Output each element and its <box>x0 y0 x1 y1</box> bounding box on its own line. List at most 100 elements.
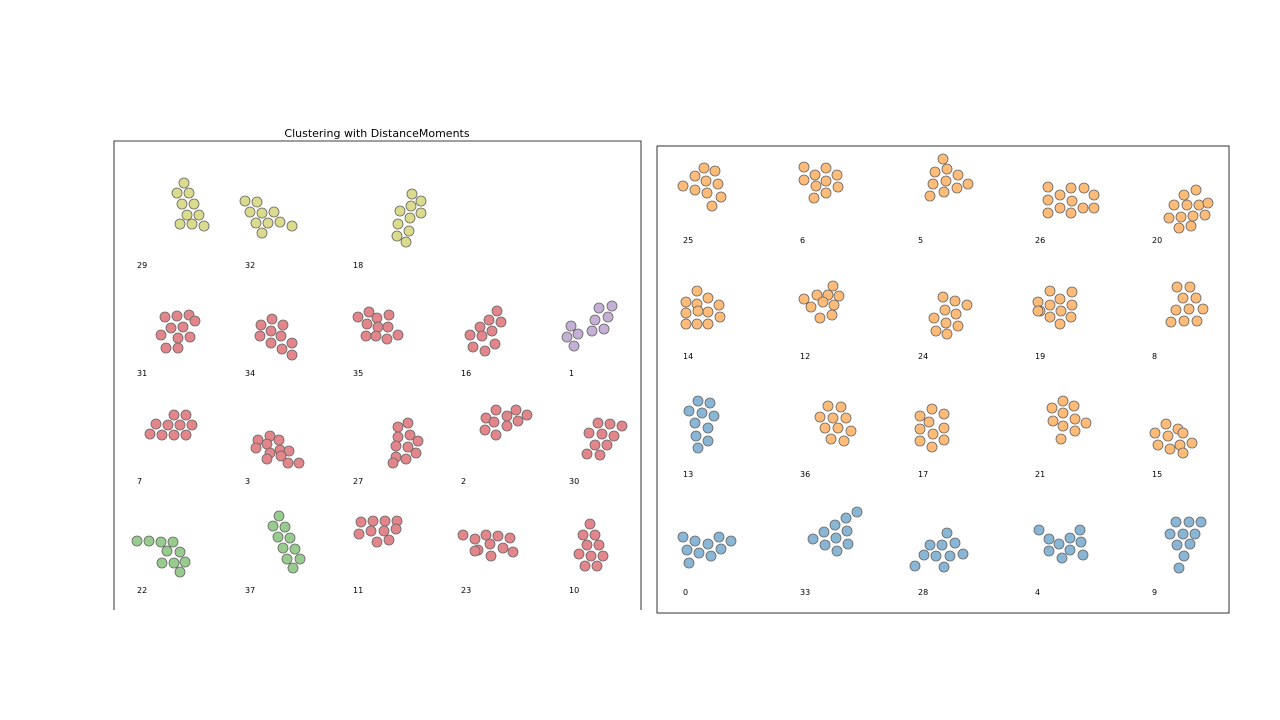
cluster-cell-14: 14 <box>680 285 726 361</box>
point-34-2 <box>277 319 289 331</box>
point-8-2 <box>1177 292 1189 304</box>
cluster-cell-25: 25 <box>677 162 727 245</box>
point-32-3 <box>256 207 268 219</box>
point-4-5 <box>1075 536 1087 548</box>
point-8-1 <box>1184 281 1196 293</box>
point-13-5 <box>689 417 701 429</box>
point-32-0 <box>239 195 251 207</box>
point-29-1 <box>171 187 183 199</box>
point-18-3 <box>394 205 406 217</box>
point-3-11 <box>293 457 305 469</box>
cluster-cell-19: 19 <box>1032 285 1078 361</box>
point-4-4 <box>1053 538 1065 550</box>
cluster-label: 17 <box>918 470 928 479</box>
cluster-label: 5 <box>918 236 923 245</box>
point-8-0 <box>1171 281 1183 293</box>
cluster-label: 8 <box>1152 352 1157 361</box>
point-15-3 <box>1162 430 1174 442</box>
point-27-5 <box>390 440 402 452</box>
point-20-5 <box>1163 212 1175 224</box>
point-13-6 <box>702 422 714 434</box>
point-6-5 <box>820 175 832 187</box>
point-32-9 <box>256 227 268 239</box>
point-25-7 <box>701 187 713 199</box>
point-25-0 <box>698 162 710 174</box>
cluster-cell-27: 27 <box>353 417 424 486</box>
point-25-4 <box>712 178 724 190</box>
point-15-0 <box>1160 418 1172 430</box>
point-37-6 <box>289 543 301 555</box>
cluster-cell-33: 33 <box>800 506 863 597</box>
point-7-6 <box>144 428 156 440</box>
point-11-1 <box>367 515 379 527</box>
point-21-0 <box>1057 395 1069 407</box>
point-33-2 <box>829 519 841 531</box>
point-20-11 <box>1185 220 1197 232</box>
point-11-5 <box>378 525 390 537</box>
point-2-1 <box>510 404 522 416</box>
point-34-7 <box>265 337 277 349</box>
point-0-0 <box>677 531 689 543</box>
point-22-9 <box>174 566 186 578</box>
point-2-2 <box>501 410 513 422</box>
point-4-3 <box>1064 532 1076 544</box>
point-5-1 <box>941 163 953 175</box>
point-24-0 <box>937 291 949 303</box>
point-19-3 <box>1054 293 1066 305</box>
point-10-0 <box>584 518 596 530</box>
point-28-2 <box>936 539 948 551</box>
point-23-10 <box>469 545 481 557</box>
point-25-5 <box>677 180 689 192</box>
point-10-9 <box>591 560 603 572</box>
point-5-6 <box>927 178 939 190</box>
point-33-1 <box>840 512 852 524</box>
point-8-9 <box>1191 315 1203 327</box>
point-27-0 <box>402 417 414 429</box>
point-20-8 <box>1202 197 1214 209</box>
point-13-7 <box>690 430 702 442</box>
cluster-label: 31 <box>137 369 147 378</box>
point-30-6 <box>589 439 601 451</box>
point-24-9 <box>941 328 953 340</box>
cluster-label: 37 <box>245 586 255 595</box>
point-25-6 <box>689 184 701 196</box>
point-18-9 <box>400 236 412 248</box>
point-7-3 <box>162 419 174 431</box>
point-28-5 <box>930 550 942 562</box>
point-7-8 <box>168 429 180 441</box>
cluster-cell-24: 24 <box>918 291 973 361</box>
point-5-0 <box>937 153 949 165</box>
cluster-cell-6: 6 <box>798 161 844 245</box>
point-23-7 <box>485 550 497 562</box>
point-17-2 <box>938 408 950 420</box>
point-33-0 <box>851 506 863 518</box>
point-8-7 <box>1165 316 1177 328</box>
point-30-1 <box>604 418 616 430</box>
point-26-10 <box>1042 207 1054 219</box>
point-6-2 <box>831 169 843 181</box>
point-17-0 <box>926 403 938 415</box>
point-13-8 <box>702 435 714 447</box>
cluster-label: 9 <box>1152 588 1157 597</box>
point-16-3 <box>474 321 486 333</box>
point-34-1 <box>255 319 267 331</box>
point-28-7 <box>957 548 969 560</box>
point-20-9 <box>1199 209 1211 221</box>
cluster-label: 25 <box>683 236 693 245</box>
chart-title: Clustering with DistanceMoments <box>284 127 469 140</box>
point-15-2 <box>1149 427 1161 439</box>
point-12-7 <box>828 299 840 311</box>
point-22-6 <box>156 557 168 569</box>
point-3-9 <box>275 450 287 462</box>
point-2-9 <box>490 429 502 441</box>
point-23-2 <box>469 533 481 545</box>
point-37-0 <box>273 510 285 522</box>
point-26-5 <box>1066 195 1078 207</box>
point-27-10 <box>387 457 399 469</box>
point-7-2 <box>150 418 162 430</box>
point-35-3 <box>371 312 383 324</box>
point-12-3 <box>798 293 810 305</box>
cluster-label: 33 <box>800 588 810 597</box>
point-27-6 <box>402 441 414 453</box>
point-21-7 <box>1057 420 1069 432</box>
